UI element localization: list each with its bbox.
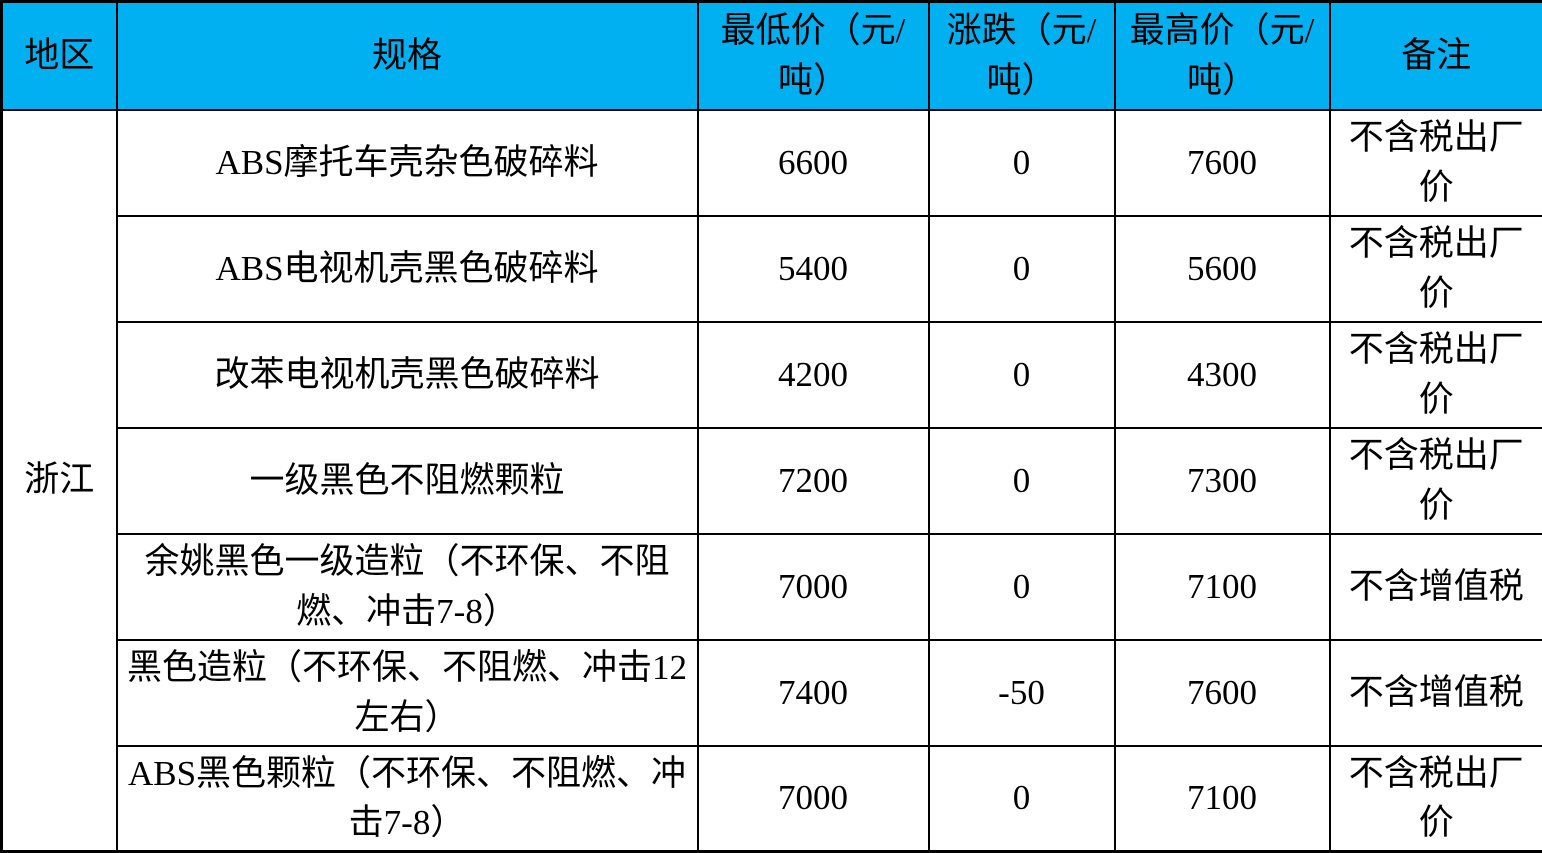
header-region: 地区 <box>2 2 117 110</box>
spec-cell: 黑色造粒（不环保、不阻燃、冲击12左右） <box>117 640 698 746</box>
change-cell: 0 <box>929 216 1115 322</box>
highest-price-cell: 7100 <box>1115 534 1330 640</box>
spec-cell: 改苯电视机壳黑色破碎料 <box>117 322 698 428</box>
highest-price-cell: 7100 <box>1115 746 1330 852</box>
table-row: 改苯电视机壳黑色破碎料 4200 0 4300 不含税出厂价 <box>2 322 1542 428</box>
note-cell: 不含增值税 <box>1330 640 1542 746</box>
note-cell: 不含税出厂价 <box>1330 746 1542 852</box>
header-note: 备注 <box>1330 2 1542 110</box>
lowest-price-cell: 4200 <box>698 322 929 428</box>
table-row: 一级黑色不阻燃颗粒 7200 0 7300 不含税出厂价 <box>2 428 1542 534</box>
spec-cell: ABS摩托车壳杂色破碎料 <box>117 110 698 216</box>
highest-price-cell: 7600 <box>1115 110 1330 216</box>
lowest-price-cell: 7400 <box>698 640 929 746</box>
change-cell: 0 <box>929 110 1115 216</box>
note-cell: 不含税出厂价 <box>1330 428 1542 534</box>
highest-price-cell: 7300 <box>1115 428 1330 534</box>
change-cell: -50 <box>929 640 1115 746</box>
spec-cell: ABS电视机壳黑色破碎料 <box>117 216 698 322</box>
lowest-price-cell: 7000 <box>698 746 929 852</box>
note-cell: 不含税出厂价 <box>1330 322 1542 428</box>
spec-cell: 余姚黑色一级造粒（不环保、不阻燃、冲击7-8） <box>117 534 698 640</box>
table-row: 余姚黑色一级造粒（不环保、不阻燃、冲击7-8） 7000 0 7100 不含增值… <box>2 534 1542 640</box>
header-spec: 规格 <box>117 2 698 110</box>
header-change: 涨跌（元/吨） <box>929 2 1115 110</box>
table-header: 地区 规格 最低价（元/吨） 涨跌（元/吨） 最高价（元/吨） 备注 <box>2 2 1542 110</box>
lowest-price-cell: 7000 <box>698 534 929 640</box>
lowest-price-cell: 5400 <box>698 216 929 322</box>
lowest-price-cell: 6600 <box>698 110 929 216</box>
note-cell: 不含税出厂价 <box>1330 110 1542 216</box>
header-lowest-price: 最低价（元/吨） <box>698 2 929 110</box>
spec-cell: ABS黑色颗粒（不环保、不阻燃、冲击7-8） <box>117 746 698 852</box>
lowest-price-cell: 7200 <box>698 428 929 534</box>
table-row: ABS黑色颗粒（不环保、不阻燃、冲击7-8） 7000 0 7100 不含税出厂… <box>2 746 1542 852</box>
table-body: 浙江 ABS摩托车壳杂色破碎料 6600 0 7600 不含税出厂价 ABS电视… <box>2 110 1542 852</box>
change-cell: 0 <box>929 428 1115 534</box>
header-row: 地区 规格 最低价（元/吨） 涨跌（元/吨） 最高价（元/吨） 备注 <box>2 2 1542 110</box>
header-highest-price: 最高价（元/吨） <box>1115 2 1330 110</box>
spec-cell: 一级黑色不阻燃颗粒 <box>117 428 698 534</box>
note-cell: 不含税出厂价 <box>1330 216 1542 322</box>
table-row: 黑色造粒（不环保、不阻燃、冲击12左右） 7400 -50 7600 不含增值税 <box>2 640 1542 746</box>
highest-price-cell: 7600 <box>1115 640 1330 746</box>
highest-price-cell: 5600 <box>1115 216 1330 322</box>
change-cell: 0 <box>929 746 1115 852</box>
note-cell: 不含增值税 <box>1330 534 1542 640</box>
change-cell: 0 <box>929 322 1115 428</box>
table-row: 浙江 ABS摩托车壳杂色破碎料 6600 0 7600 不含税出厂价 <box>2 110 1542 216</box>
change-cell: 0 <box>929 534 1115 640</box>
highest-price-cell: 4300 <box>1115 322 1330 428</box>
table-row: ABS电视机壳黑色破碎料 5400 0 5600 不含税出厂价 <box>2 216 1542 322</box>
region-cell: 浙江 <box>2 110 117 852</box>
